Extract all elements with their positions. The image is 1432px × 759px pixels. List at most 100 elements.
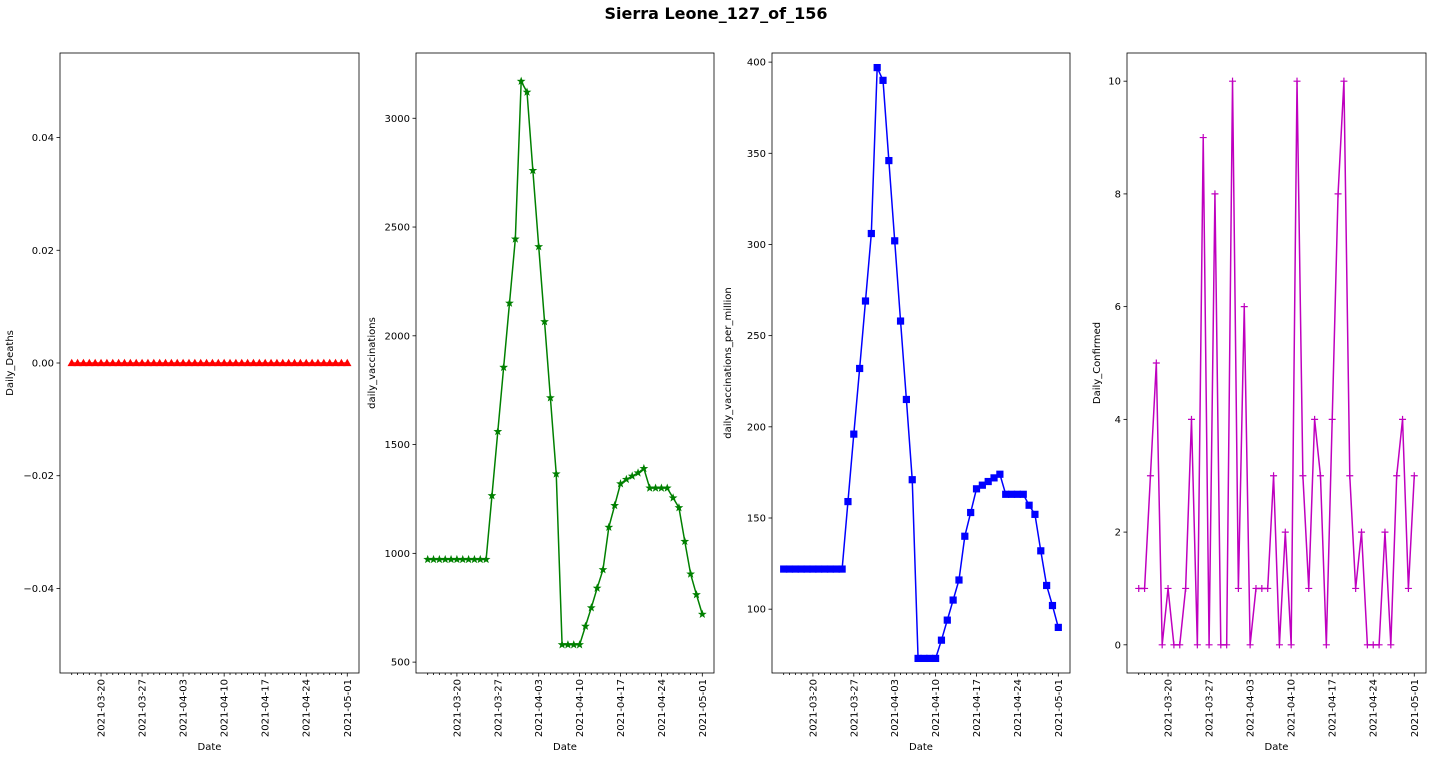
y-tick-label: 300 [747, 240, 766, 251]
y-tick-label: 0.04 [32, 133, 54, 144]
data-point [1246, 641, 1254, 649]
data-point [1287, 641, 1295, 649]
data-point [785, 565, 794, 573]
y-tick-label: 100 [747, 605, 766, 616]
data-point [832, 565, 840, 573]
data-point [149, 358, 159, 367]
data-point [1135, 584, 1143, 592]
data-point [1270, 472, 1278, 480]
data-point [926, 654, 934, 663]
x-tick-label: 2021-04-03 [1246, 679, 1257, 737]
data-point [343, 358, 352, 367]
data-point [516, 76, 526, 85]
x-tick-label: 2021-04-03 [890, 679, 901, 737]
data-point [815, 565, 823, 573]
data-point [1217, 641, 1225, 649]
y-tick-label: 2000 [385, 331, 410, 342]
data-point [132, 358, 141, 367]
data-point [867, 229, 875, 238]
data-point [307, 358, 317, 367]
x-axis-label: Date [198, 742, 222, 753]
data-point [610, 500, 620, 510]
chart-panel-4: 0 2 4 6 8 10 2021-03-20 2021-03-27 2021-04-03 202… [1092, 52, 1427, 753]
data-point [1240, 303, 1248, 311]
data-point [937, 636, 946, 644]
data-point [668, 493, 678, 502]
data-point [1013, 490, 1022, 498]
data-point [96, 358, 106, 367]
data-point [1363, 641, 1371, 649]
data-point [1258, 584, 1266, 592]
data-point [167, 358, 176, 367]
series-line [1138, 80, 1416, 646]
data-point [586, 603, 596, 612]
y-tick-label: 150 [747, 514, 766, 525]
data-point [972, 485, 981, 493]
data-point [657, 483, 666, 492]
data-point [826, 565, 835, 573]
data-point [313, 358, 323, 367]
data-point [844, 497, 852, 506]
data-point [546, 393, 555, 402]
data-point [686, 569, 695, 578]
data-point [272, 358, 282, 367]
chart-panel-3: 100 150 200 250 300 350 400 2021-03-20 2021-03-2… [723, 52, 1071, 753]
x-tick-label: 2021-04-24 [657, 679, 668, 737]
data-point [499, 362, 509, 372]
x-axis-label: Date [1265, 742, 1289, 753]
data-point [967, 508, 975, 517]
data-point [114, 358, 123, 367]
data-point [557, 640, 567, 649]
data-point [1007, 490, 1016, 498]
data-point [651, 483, 660, 492]
data-point [551, 469, 561, 478]
data-point [290, 358, 299, 367]
y-tick-label: 1500 [385, 440, 410, 451]
data-point [319, 358, 329, 367]
data-point [674, 503, 684, 512]
data-point [266, 358, 276, 367]
y-tick-label: 8 [1115, 189, 1121, 200]
data-point [429, 554, 438, 564]
data-point [1311, 415, 1319, 423]
data-point [1223, 641, 1231, 649]
data-point [208, 358, 217, 367]
data-point [481, 554, 491, 564]
data-point [896, 317, 905, 325]
data-point [1043, 581, 1051, 590]
data-point [1182, 584, 1190, 592]
data-point [1141, 584, 1149, 592]
data-point [1328, 415, 1336, 423]
y-tick-label: 0.02 [32, 246, 54, 257]
data-point [604, 522, 614, 531]
data-point [1158, 641, 1166, 649]
data-point [155, 358, 164, 367]
data-point [996, 470, 1004, 478]
data-point [797, 565, 805, 573]
data-point [1352, 584, 1360, 592]
data-point [645, 483, 655, 492]
data-point [692, 590, 701, 599]
x-tick-label: 2021-05-01 [1054, 679, 1065, 737]
data-point [850, 430, 858, 438]
x-tick-label: 2021-03-20 [1164, 679, 1175, 737]
data-point [522, 87, 532, 96]
data-point [73, 358, 82, 367]
x-tick-label: 2021-04-03 [179, 679, 190, 737]
data-point [902, 395, 910, 404]
data-point [1404, 584, 1412, 592]
y-tick-label: 200 [747, 422, 766, 433]
data-point [633, 468, 643, 477]
data-point [1252, 584, 1260, 592]
x-tick-label: 2021-03-27 [1205, 679, 1216, 737]
x-tick-label: 2021-04-24 [1369, 679, 1380, 737]
y-tick-label: 0.00 [32, 359, 54, 370]
data-point [1346, 472, 1354, 480]
plot-frame [1126, 52, 1427, 674]
data-point [1340, 77, 1348, 85]
y-axis-label: daily_vaccinations_per_million [723, 287, 734, 439]
data-point [680, 536, 690, 546]
data-point [79, 358, 88, 367]
data-point [920, 654, 928, 663]
plot-frame [771, 52, 1071, 674]
